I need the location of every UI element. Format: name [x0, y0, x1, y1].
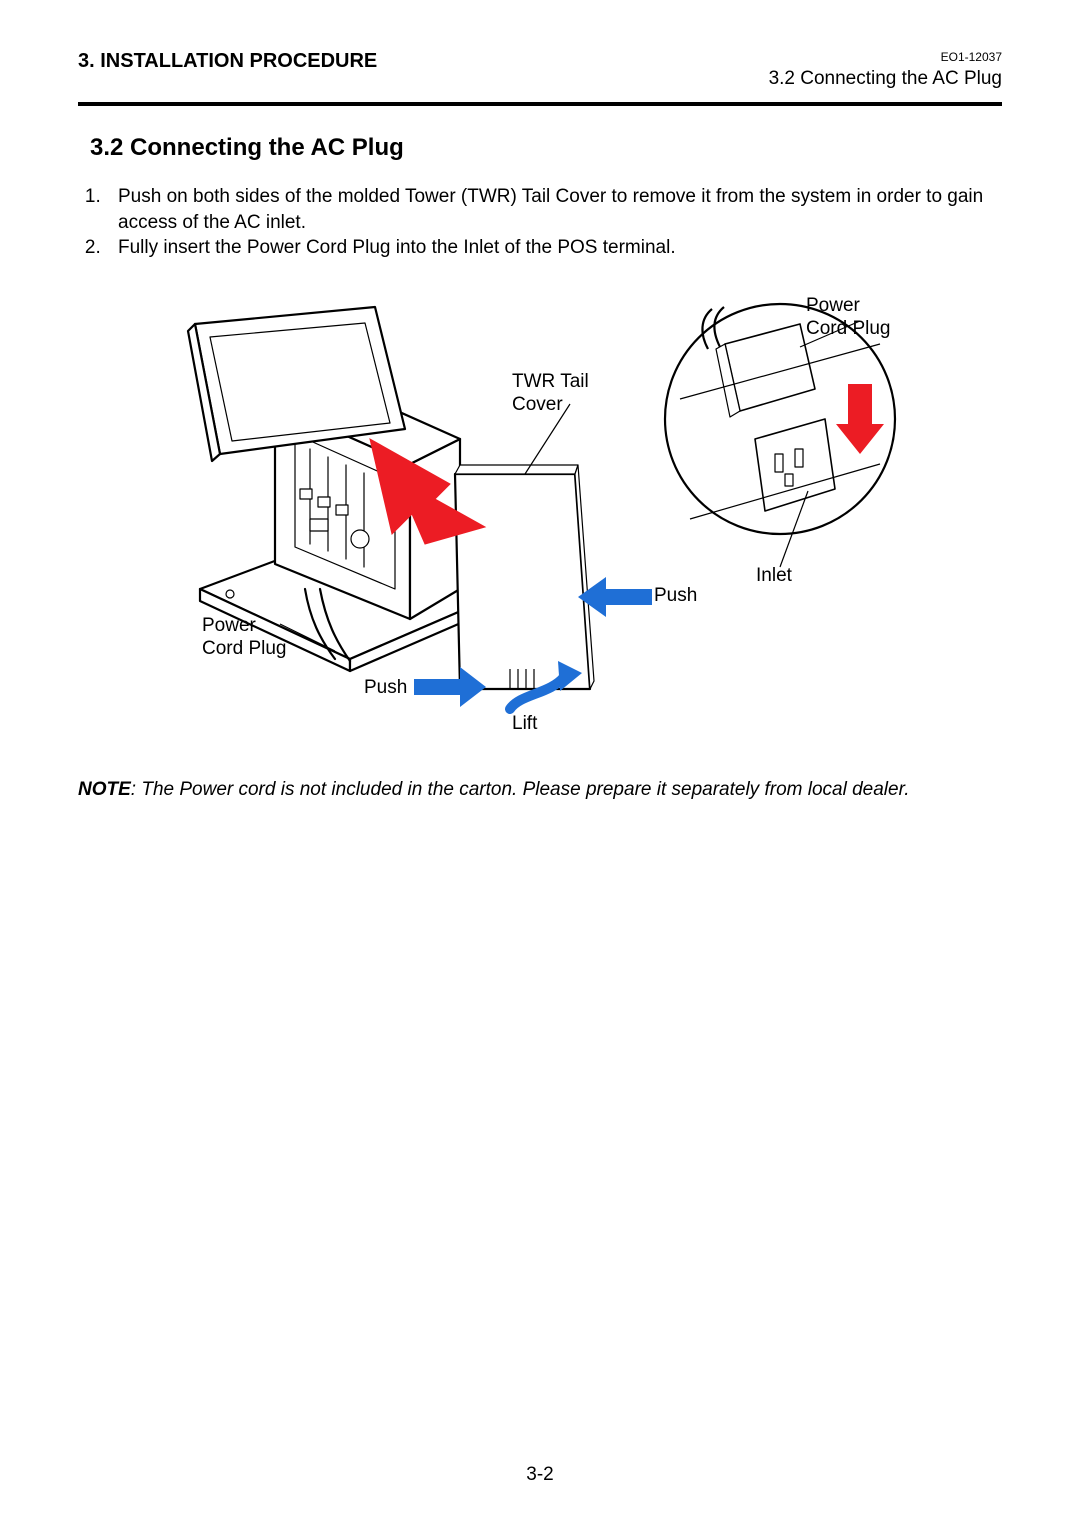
label-inlet: Inlet	[756, 565, 792, 588]
page-number: 3-2	[0, 1464, 1080, 1486]
note-text: : The Power cord is not included in the …	[131, 779, 910, 800]
figure: TWR TailCover PowerCord Plug Inlet Push …	[160, 289, 920, 739]
label-power-cord-plug-top: PowerCord Plug	[806, 295, 891, 341]
header-rule	[78, 102, 1002, 106]
step-item: Fully insert the Power Cord Plug into th…	[106, 235, 1002, 261]
label-push-left: Push	[364, 677, 407, 700]
note: NOTE: The Power cord is not included in …	[78, 779, 1002, 801]
label-twr-tail-cover: TWR TailCover	[512, 371, 589, 417]
step-item: Push on both sides of the molded Tower (…	[106, 184, 1002, 235]
header-subtitle: 3.2 Connecting the AC Plug	[769, 68, 1002, 90]
header-right: EO1-12037 3.2 Connecting the AC Plug	[769, 50, 1002, 90]
label-push-right: Push	[654, 585, 697, 608]
chapter-title: 3. INSTALLATION PROCEDURE	[78, 50, 377, 73]
label-lift: Lift	[512, 713, 537, 736]
step-list: Push on both sides of the molded Tower (…	[78, 184, 1002, 261]
page-header: 3. INSTALLATION PROCEDURE EO1-12037 3.2 …	[78, 50, 1002, 90]
note-label: NOTE	[78, 779, 131, 800]
figure-container: TWR TailCover PowerCord Plug Inlet Push …	[78, 289, 1002, 739]
diagram-svg	[160, 289, 920, 739]
section-title: 3.2 Connecting the AC Plug	[90, 134, 1002, 162]
doc-id: EO1-12037	[769, 50, 1002, 64]
label-power-cord-plug-left: PowerCord Plug	[202, 615, 287, 661]
